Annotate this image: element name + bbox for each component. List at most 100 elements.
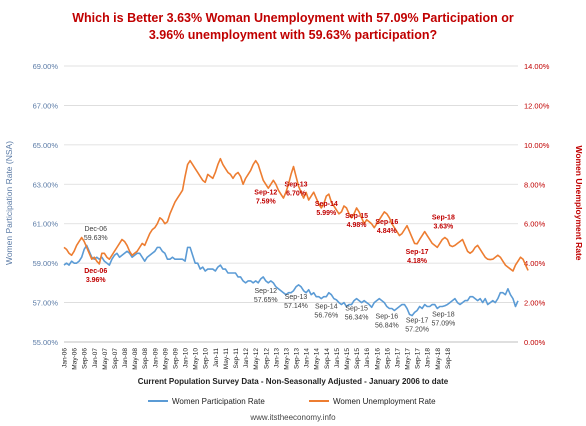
annotation-date: Sep-18 [432,214,455,221]
gridlines [64,65,518,343]
legend-label-unemployment: Women Unemployment Rate [333,397,436,406]
x-tick-label: Sep-14 [324,348,331,369]
annotation-date: Sep-12 [254,288,277,295]
x-tick-label: Jan-16 [364,348,371,368]
legend-label-participation: Women Participation Rate [172,397,265,406]
y-right-tick-label: 0.00% [524,338,546,347]
y-right-tick-label: 2.00% [524,299,546,308]
annotation-date: Sep-17 [406,249,429,256]
y-right-tick-label: 4.00% [524,259,546,268]
x-tick-label: Jan-11 [213,348,220,368]
y-left-tick-label: 65.00% [33,141,59,150]
y-right-tick-label: 12.00% [524,101,550,110]
annotation-date: Sep-13 [285,294,308,301]
x-tick-label: Jan-15 [334,348,341,368]
x-tick-label: Jan-06 [62,348,69,368]
annotation-label: Sep-14 5.99% [315,201,338,217]
annotation-date: Sep-15 [345,213,368,220]
annotation-value: 59.63% [84,235,108,242]
x-tick-label: Sep-13 [294,348,301,369]
x-tick-label: May-09 [162,348,169,370]
annotation-value: 56.76% [314,313,338,320]
x-tick-label: Sep-07 [112,348,119,369]
x-tick-label: Sep-16 [384,348,391,369]
x-tick-label: Jan-13 [273,348,280,368]
y-right-tick-label: 10.00% [524,141,550,150]
annotation-label: Sep-16 4.84% [375,219,398,235]
x-tick-label: Jan-08 [122,348,129,368]
annotation-value: 57.65% [254,297,278,304]
y-left-tick-label: 69.00% [33,62,59,71]
annotation-value: 4.84% [377,228,398,235]
x-tick-label: Sep-10 [203,348,210,369]
annotation-date: Sep-13 [285,181,308,188]
x-tick-label: Sep-15 [354,348,361,369]
annotation-value: 56.84% [375,323,399,330]
x-tick-label: May-12 [253,348,260,370]
x-tick-label: Jan-07 [92,348,99,368]
annotation-value: 56.34% [345,315,369,322]
y-right-tick-label: 6.00% [524,220,546,229]
x-tick-label: May-18 [435,348,442,370]
annotation-value: 4.18% [407,258,428,265]
x-tick-label: May-15 [344,348,351,370]
x-tick-label: May-16 [374,348,381,370]
annotation-label: Sep-14 56.76% [314,304,338,320]
annotation-date: Dec-06 [84,268,107,275]
series-lines [63,157,529,317]
annotation-label: Dec-06 59.63% [84,226,108,242]
y-axis-right-title: Women Unemployment Rate [574,145,584,260]
y-left-tick-label: 67.00% [33,101,59,110]
annotation-label: Sep-17 57.20% [405,317,429,333]
y-right-tick-label: 8.00% [524,180,546,189]
y-left-tick-label: 55.00% [33,338,59,347]
annotation-label: Sep-16 56.84% [375,314,399,330]
annotation-label: Dec-06 3.96% [84,268,107,284]
x-tick-label: May-11 [223,348,230,370]
x-axis: Jan-06 May-06 Sep-06 Jan-07 May-07 Sep-07 Jan-… [62,341,518,370]
x-tick-label: Sep-06 [82,348,89,369]
y-left-tick-label: 57.00% [33,299,59,308]
x-tick-label: Sep-11 [233,348,240,369]
annotation-value: 3.96% [86,277,107,284]
x-tick-label: May-08 [132,348,139,370]
chart-title-line2: 3.96% unemployment with 59.63% participa… [149,28,437,42]
annotations: Dec-06 59.63% Dec-06 3.96% Sep-12 7.59% Sep-12… [84,181,455,333]
x-tick-label: Sep-17 [415,348,422,369]
y-left-tick-label: 61.00% [33,220,59,229]
annotation-value: 3.63% [433,223,454,230]
x-tick-label: Jan-12 [243,348,250,368]
y-axis-left: 55.00% 57.00% 59.00% 61.00% 63.00% 65.00% 67.0… [33,62,59,347]
chart-title-line1: Which is Better 3.63% Woman Unemployment… [72,11,514,25]
annotation-value: 6.70% [286,190,307,197]
annotation-label: Sep-12 57.65% [254,288,278,304]
annotation-label: Sep-18 3.63% [432,214,455,230]
y-right-tick-label: 14.00% [524,62,550,71]
x-tick-label: Jan-18 [425,348,432,368]
x-tick-label: May-13 [283,348,290,370]
x-tick-label: May-14 [314,348,321,370]
x-tick-label: May-10 [193,348,200,370]
annotation-value: 57.20% [405,326,429,333]
annotation-label: Sep-13 6.70% [285,181,308,197]
y-axis-left-title: Women Participation Rate (NSA) [4,141,14,265]
annotation-date: Sep-17 [406,317,429,324]
series-line-unemployment [63,157,529,272]
x-tick-label: Sep-12 [263,348,270,369]
annotation-label: Sep-17 4.18% [406,249,429,265]
x-tick-label: Jan-10 [183,348,190,368]
annotation-value: 7.59% [256,198,277,205]
x-tick-label: Jan-17 [394,348,401,368]
legend: Women Participation Rate Women Unemploym… [148,397,436,406]
x-tick-label: Sep-08 [142,348,149,369]
annotation-date: Dec-06 [84,226,107,233]
annotation-value: 57.09% [432,321,456,328]
annotation-label: Sep-15 4.98% [345,213,368,229]
annotation-value: 57.14% [284,303,308,310]
annotation-label: Sep-18 57.09% [432,312,456,328]
annotation-date: Sep-15 [345,306,368,313]
x-tick-label: Jan-14 [304,348,311,368]
x-tick-label: May-07 [102,348,109,370]
annotation-date: Sep-16 [375,219,398,226]
